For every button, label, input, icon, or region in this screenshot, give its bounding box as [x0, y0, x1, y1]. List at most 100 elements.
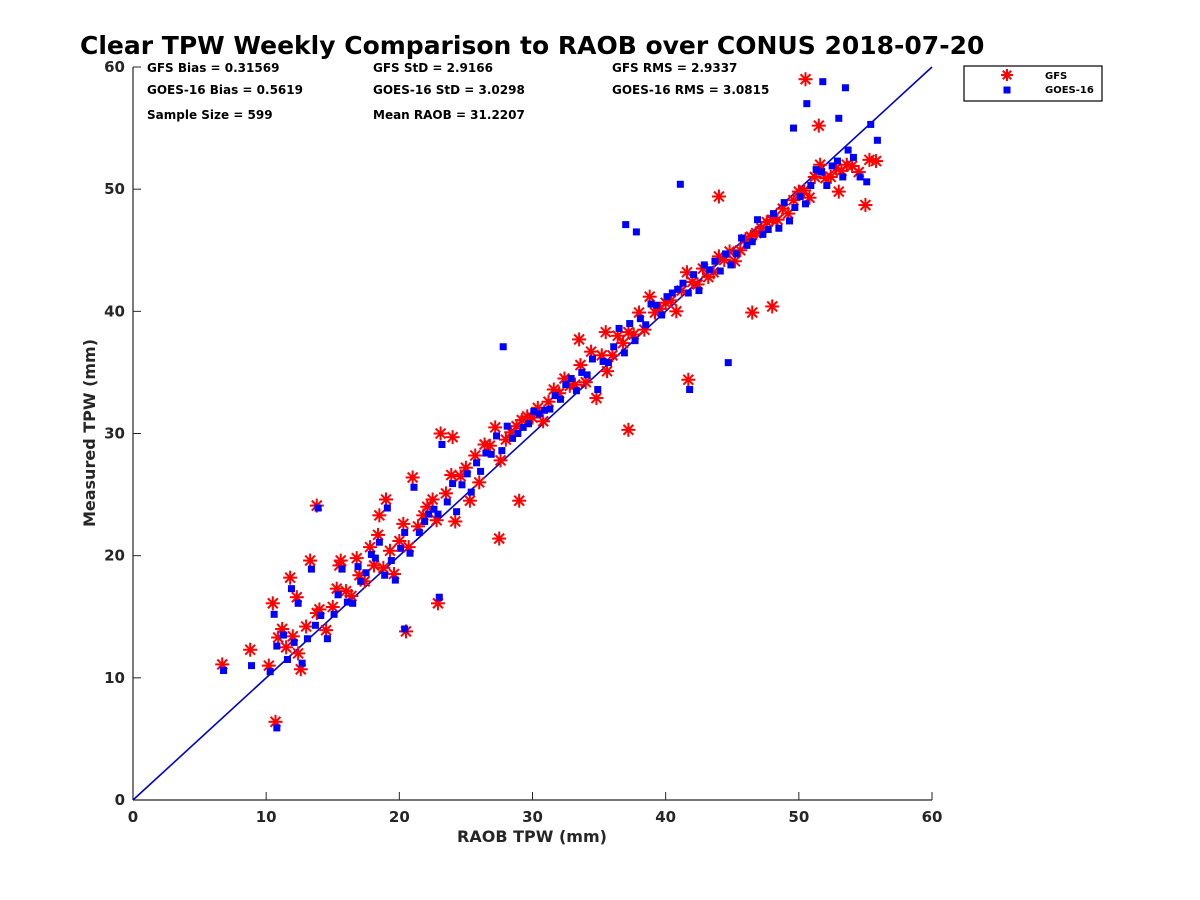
- y-tick-label: 30: [104, 425, 125, 443]
- goes16-point: [867, 120, 875, 128]
- goes16-point: [775, 224, 783, 232]
- gfs-point: [811, 118, 826, 133]
- goes16-point: [652, 301, 660, 309]
- goes16-point: [406, 549, 414, 557]
- goes16-point: [786, 217, 794, 225]
- goes16-point: [525, 420, 533, 428]
- goes16-point: [401, 528, 409, 536]
- goes16-point: [856, 173, 864, 181]
- gfs-point: [371, 527, 386, 542]
- goes16-point: [438, 440, 446, 448]
- gfs-point: [745, 305, 760, 320]
- gfs-point: [405, 470, 420, 485]
- goes16-point: [636, 315, 644, 323]
- goes16-point: [435, 593, 443, 601]
- goes16-point: [498, 447, 506, 455]
- goes16-point: [626, 320, 634, 328]
- gfs-point: [616, 336, 631, 351]
- gfs-point: [621, 422, 636, 437]
- goes16-point: [421, 517, 429, 525]
- stat-mean-raob: Mean RAOB = 31.2207: [373, 108, 525, 122]
- goes16-point: [467, 488, 475, 496]
- goes16-point: [759, 230, 767, 238]
- goes16-point: [493, 432, 501, 440]
- goes16-point: [311, 621, 319, 629]
- gfs-point: [379, 492, 394, 507]
- goes16-point: [338, 565, 346, 573]
- y-tick-label: 40: [104, 302, 125, 320]
- gfs-point: [433, 426, 448, 441]
- stat-goes16-rms: GOES-16 RMS = 3.0815: [612, 83, 769, 97]
- goes16-point: [668, 289, 676, 297]
- stat-goes16-bias: GOES-16 Bias = 0.5619: [147, 83, 303, 97]
- goes16-point: [535, 410, 543, 418]
- goes16-point: [473, 459, 481, 467]
- gfs-point: [536, 414, 551, 429]
- goes16-point: [727, 261, 735, 269]
- goes16-point: [410, 483, 418, 491]
- goes16-point: [823, 182, 831, 190]
- gfs-point: [279, 640, 294, 655]
- goes16-point: [594, 386, 602, 394]
- goes16-point: [279, 631, 287, 639]
- x-tick-label: 60: [922, 808, 943, 826]
- goes16-point: [514, 430, 522, 437]
- goes16-point: [434, 510, 442, 518]
- goes16-point: [487, 450, 495, 458]
- gfs-point: [512, 493, 527, 508]
- goes16-point: [323, 635, 331, 643]
- goes16-point: [519, 423, 527, 431]
- gfs-point: [589, 391, 604, 406]
- goes16-point: [791, 203, 799, 211]
- goes16-point: [706, 266, 714, 274]
- goes16-point: [790, 124, 798, 132]
- y-tick-label: 10: [104, 669, 125, 687]
- goes16-point: [287, 585, 295, 593]
- gfs-point: [472, 475, 487, 490]
- goes16-point: [796, 192, 804, 200]
- gfs-point: [858, 198, 873, 213]
- gfs-point: [605, 348, 620, 363]
- gfs-point: [711, 189, 726, 204]
- goes16-point: [610, 343, 618, 351]
- gfs-point: [265, 596, 280, 611]
- goes16-point: [690, 271, 698, 279]
- y-axis-label: Measured TPW (mm): [80, 339, 99, 527]
- goes16-point: [711, 257, 719, 265]
- gfs-point: [303, 553, 318, 568]
- y-tick-label: 50: [104, 180, 125, 198]
- gfs-point: [243, 642, 258, 657]
- goes16-point: [387, 557, 395, 565]
- gfs-point: [319, 623, 334, 638]
- y-tick-label: 60: [104, 58, 125, 76]
- goes16-point: [674, 285, 682, 293]
- goes16-point: [430, 505, 438, 513]
- gfs-point: [831, 184, 846, 199]
- goes16-point: [663, 293, 671, 301]
- gfs-point: [669, 304, 684, 319]
- goes16-point: [803, 100, 811, 108]
- gfs-point: [765, 299, 780, 314]
- goes16-point: [732, 250, 740, 258]
- goes16-point: [748, 238, 756, 246]
- goes16-point: [562, 381, 570, 389]
- gfs-point: [802, 190, 817, 205]
- legend-box: [963, 65, 1103, 102]
- goes16-point: [724, 359, 732, 367]
- goes16-point: [482, 449, 490, 457]
- goes16-point: [509, 434, 517, 442]
- goes16-point: [371, 554, 379, 562]
- x-tick-label: 20: [389, 808, 410, 826]
- goes16-point: [401, 625, 409, 633]
- goes16-point: [622, 221, 630, 229]
- legend-gfs-label: GFS: [1045, 71, 1067, 82]
- goes16-point: [330, 610, 338, 618]
- goes16-point: [770, 210, 778, 218]
- x-axis-label: RAOB TPW (mm): [457, 827, 607, 846]
- goes16-point: [294, 599, 302, 607]
- goes16-point: [443, 498, 451, 506]
- goes16-point: [397, 544, 405, 552]
- goes16-point: [503, 422, 511, 430]
- goes16-point: [679, 279, 687, 287]
- goes16-point: [383, 504, 391, 512]
